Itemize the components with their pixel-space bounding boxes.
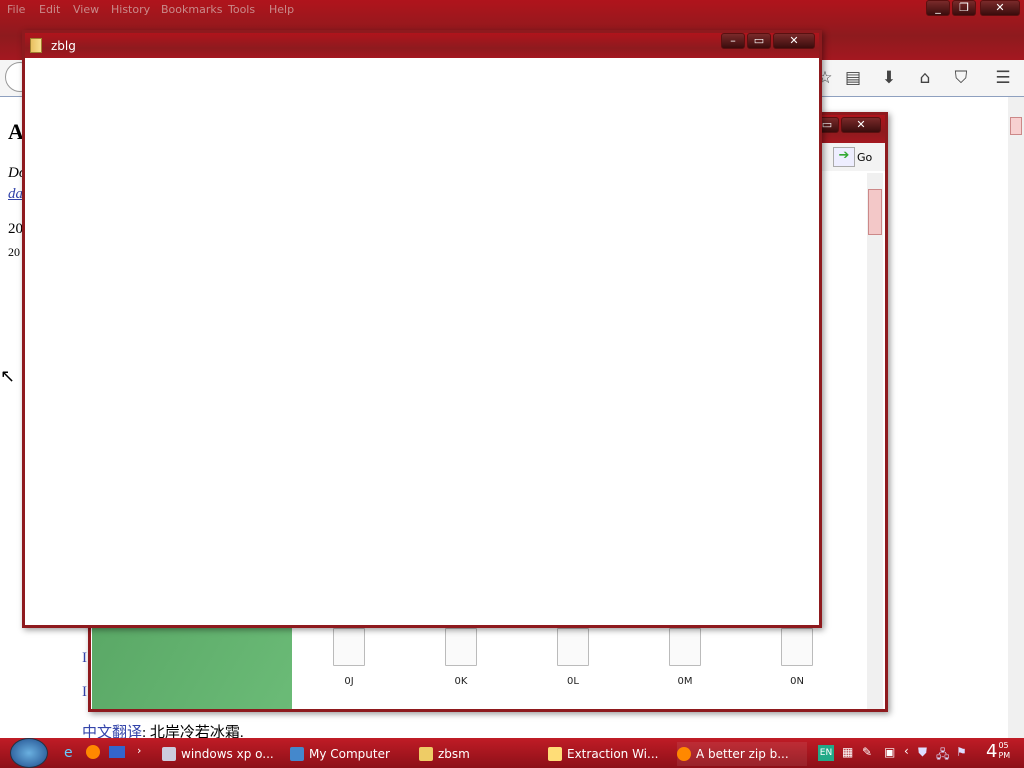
go-button[interactable]: Go bbox=[857, 151, 873, 164]
zip-folder-icon bbox=[30, 38, 42, 53]
menu-history[interactable]: History bbox=[111, 3, 151, 16]
explorer-scrollbar[interactable] bbox=[867, 173, 883, 709]
browser-close-button[interactable]: ✕ bbox=[980, 0, 1020, 16]
translation-link[interactable]: 中文翻译 bbox=[82, 725, 143, 741]
pocket-icon[interactable]: ⛉ bbox=[954, 68, 968, 88]
zblg-close-button[interactable]: ✕ bbox=[773, 33, 815, 49]
file-icon[interactable] bbox=[669, 628, 701, 666]
page-scrollbar[interactable] bbox=[1008, 97, 1024, 738]
browser-restore-button[interactable]: ❐ bbox=[952, 0, 976, 16]
menu-icon[interactable]: ☰ bbox=[995, 68, 1011, 88]
explorer-side-panel bbox=[92, 628, 292, 709]
security-icon[interactable]: ⛊ bbox=[918, 745, 928, 759]
tray-expand-icon[interactable]: ‹ bbox=[904, 744, 909, 758]
ie-icon[interactable]: e bbox=[64, 745, 73, 761]
task-extraction-wizard[interactable]: Extraction Wi... bbox=[548, 742, 668, 766]
network-icon[interactable]: 🖧 bbox=[936, 747, 950, 761]
menu-bookmarks[interactable]: Bookmarks bbox=[161, 3, 223, 16]
file-icon[interactable] bbox=[557, 628, 589, 666]
page-text-1: 20 bbox=[8, 221, 23, 237]
file-0J bbox=[333, 628, 367, 668]
download-icon[interactable]: ⬇ bbox=[881, 68, 897, 88]
zblg-window: zblg – ▭ ✕ bbox=[22, 30, 822, 628]
zblg-maximize-button[interactable]: ▭ bbox=[747, 33, 771, 49]
action-center-icon[interactable]: ⚑ bbox=[956, 745, 967, 759]
page-link[interactable]: da bbox=[8, 186, 23, 202]
firefox-icon[interactable] bbox=[86, 745, 100, 759]
document-icon bbox=[162, 747, 176, 761]
page-link-a[interactable]: I bbox=[82, 650, 87, 666]
file-icon[interactable] bbox=[333, 628, 365, 666]
menu-edit[interactable]: Edit bbox=[39, 3, 61, 16]
task-my-computer[interactable]: My Computer bbox=[290, 742, 410, 766]
firefox-icon bbox=[677, 747, 691, 761]
menu-help[interactable]: Help bbox=[269, 3, 295, 16]
quicklaunch-expand-icon[interactable]: › bbox=[137, 744, 142, 757]
file-label[interactable]: 0L bbox=[567, 676, 579, 687]
go-arrow-icon[interactable]: ➔ bbox=[833, 147, 855, 167]
keyboard-icon[interactable]: ▦ bbox=[842, 745, 854, 759]
page-text-2: 20 bbox=[8, 245, 20, 259]
mouse-cursor-icon: ↖ bbox=[0, 366, 16, 387]
file-icon[interactable] bbox=[445, 628, 477, 666]
page-scroll-thumb[interactable] bbox=[1010, 117, 1022, 135]
task-firefox-page[interactable]: A better zip b... bbox=[677, 742, 807, 766]
page-heading: A bbox=[8, 119, 24, 144]
computer-icon bbox=[290, 747, 304, 761]
zblg-minimize-button[interactable]: – bbox=[721, 33, 745, 49]
file-label[interactable]: 0N bbox=[790, 676, 804, 687]
language-indicator[interactable]: EN bbox=[818, 745, 834, 761]
home-icon[interactable]: ⌂ bbox=[919, 68, 931, 88]
menu-file[interactable]: File bbox=[7, 3, 26, 16]
reading-list-icon[interactable]: ▤ bbox=[844, 68, 862, 88]
explorer-close-button[interactable]: ✕ bbox=[841, 117, 881, 133]
file-label[interactable]: 0K bbox=[454, 676, 468, 687]
browser-minimize-button[interactable]: _ bbox=[926, 0, 950, 16]
folder-icon bbox=[548, 747, 562, 761]
file-icon[interactable] bbox=[781, 628, 813, 666]
page-link-b[interactable]: I bbox=[82, 684, 87, 700]
zip-folder-icon bbox=[419, 747, 433, 761]
show-desktop-icon[interactable] bbox=[109, 746, 125, 758]
start-button[interactable] bbox=[10, 738, 48, 768]
file-label[interactable]: 0J bbox=[344, 676, 354, 687]
explorer-scroll-thumb[interactable] bbox=[868, 189, 882, 235]
zblg-titlebar bbox=[25, 33, 819, 58]
translation-text: : 北岸冷若冰霜. bbox=[142, 725, 244, 741]
file-label[interactable]: 0M bbox=[677, 676, 693, 687]
menu-tools[interactable]: Tools bbox=[228, 3, 256, 16]
tray-app-icon[interactable]: ▣ bbox=[884, 745, 896, 759]
task-windows-xp[interactable]: windows xp o... bbox=[162, 742, 282, 766]
menu-view[interactable]: View bbox=[73, 3, 100, 16]
page-italic: Do bbox=[8, 165, 27, 181]
pen-icon[interactable]: ✎ bbox=[862, 745, 873, 759]
task-zbsm[interactable]: zbsm bbox=[419, 742, 539, 766]
zblg-title: zblg bbox=[51, 39, 76, 53]
clock[interactable]: 4 05 PM bbox=[986, 741, 1011, 762]
